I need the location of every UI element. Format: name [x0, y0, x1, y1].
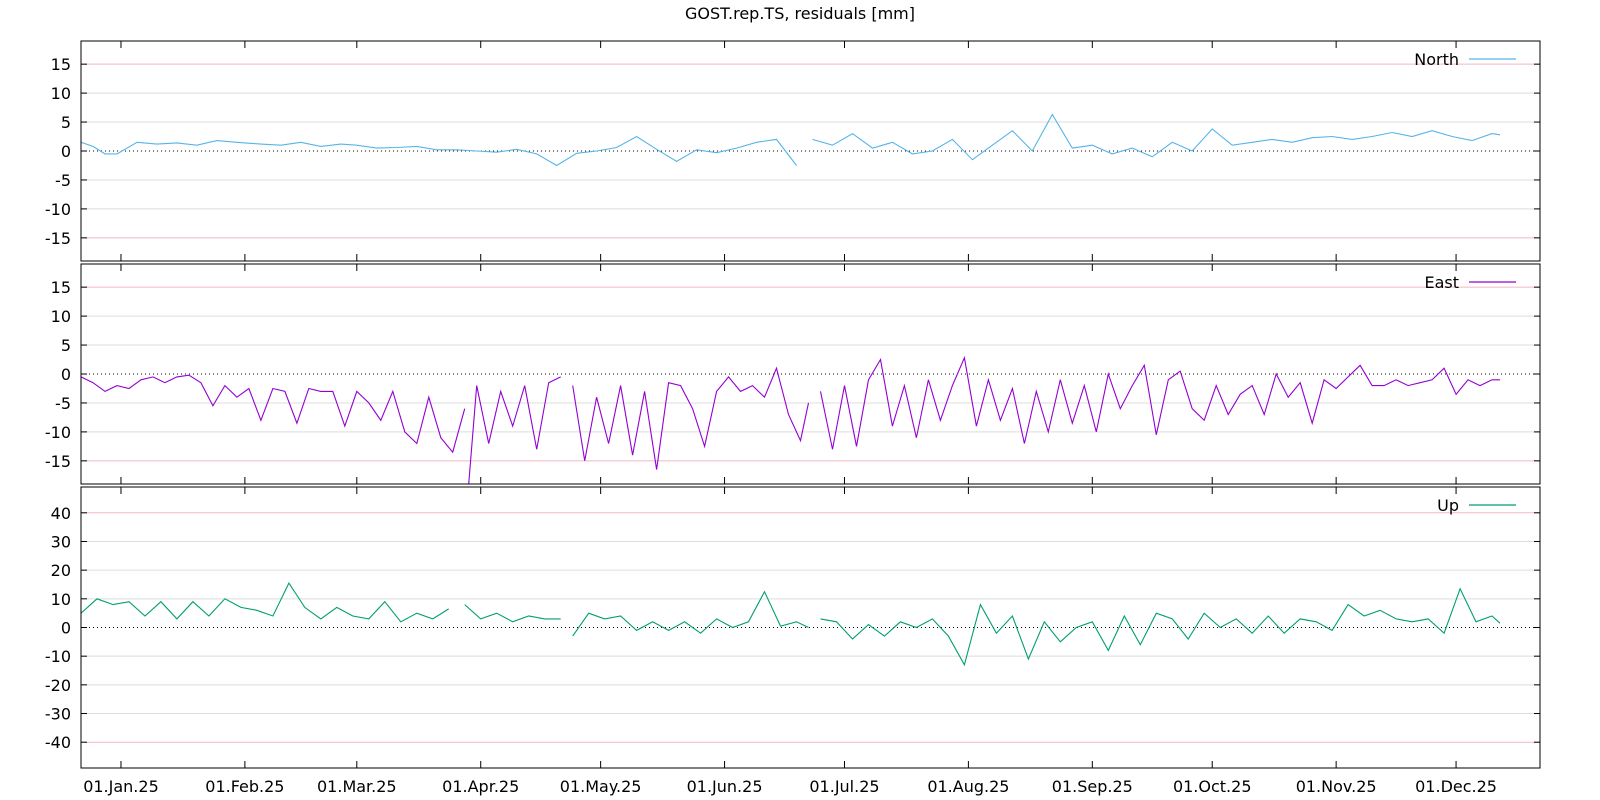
panel-up: 40 30 20 10 0 -10 -20 -30 -40 Up — [45, 486, 1541, 769]
x-tick-label: 01.Jun.25 — [687, 777, 763, 796]
panel-frame — [80, 40, 1541, 262]
series-line-east — [819, 355, 1500, 450]
x-tick-label: 01.Mar.25 — [317, 777, 397, 796]
y-tick-label: 20 — [51, 561, 71, 580]
x-tick-label: 01.Jul.25 — [809, 777, 879, 796]
y-tick-label: -15 — [45, 452, 71, 471]
chart-title: GOST.rep.TS, residuals [mm] — [685, 4, 915, 23]
series-line-up — [572, 590, 809, 637]
x-tick-label: 01.Apr.25 — [442, 777, 519, 796]
x-tick-label: 01.Oct.25 — [1173, 777, 1252, 796]
y-tick-label: -5 — [55, 171, 71, 190]
panel-north: 15 10 5 0 -5 -10 -15 North — [45, 40, 1541, 262]
series-line-east — [468, 376, 561, 484]
x-tick-label: 01.Nov.25 — [1296, 777, 1377, 796]
series-line-up — [820, 587, 1501, 667]
y-tick-label: -30 — [45, 705, 71, 724]
y-tick-label: -10 — [45, 423, 71, 442]
series-line-up — [464, 604, 561, 623]
series-line-up — [81, 581, 449, 623]
x-tick-label: 01.Aug.25 — [927, 777, 1009, 796]
y-tick-label: -10 — [45, 647, 71, 666]
y-tick-label: 0 — [61, 142, 71, 161]
y-tick-label: -5 — [55, 394, 71, 413]
x-tick-label: 01.Feb.25 — [205, 777, 284, 796]
x-axis-labels: 01.Jan.25 01.Feb.25 01.Mar.25 01.Apr.25 01.M… — [83, 777, 1497, 796]
panel-east: 15 10 5 0 -5 -10 -15 East — [45, 263, 1541, 485]
legend-label: East — [1424, 273, 1459, 292]
y-tick-label: 0 — [61, 365, 71, 384]
x-tick-label: 01.Sep.25 — [1052, 777, 1133, 796]
series-line-east — [572, 366, 810, 470]
y-tick-label: 5 — [61, 113, 71, 132]
series-line-north — [812, 113, 1501, 161]
y-tick-label: 15 — [51, 278, 71, 297]
panel-frame — [80, 263, 1541, 485]
y-tick-label: 5 — [61, 336, 71, 355]
y-tick-label: 10 — [51, 84, 71, 103]
y-tick-label: 40 — [51, 504, 71, 523]
y-tick-label: 10 — [51, 590, 71, 609]
y-tick-label: 0 — [61, 619, 71, 638]
y-tick-label: -10 — [45, 200, 71, 219]
y-tick-label: -20 — [45, 676, 71, 695]
panels: 15 10 5 0 -5 -10 -15 North 15 10 5 0 -5 -10 -15 East 40 3… — [45, 40, 1541, 796]
series-line-east — [81, 374, 466, 454]
y-tick-label: 10 — [51, 307, 71, 326]
y-tick-label: -15 — [45, 229, 71, 248]
legend-label: North — [1414, 50, 1459, 69]
series-line-north — [81, 135, 797, 167]
x-tick-label: 01.Jan.25 — [83, 777, 159, 796]
legend-label: Up — [1437, 496, 1459, 515]
y-tick-label: -40 — [45, 733, 71, 752]
y-tick-label: 30 — [51, 532, 71, 551]
panel-frame — [80, 486, 1541, 769]
x-tick-label: 01.May.25 — [560, 777, 642, 796]
x-tick-label: 01.Dec.25 — [1415, 777, 1497, 796]
y-tick-label: 15 — [51, 55, 71, 74]
